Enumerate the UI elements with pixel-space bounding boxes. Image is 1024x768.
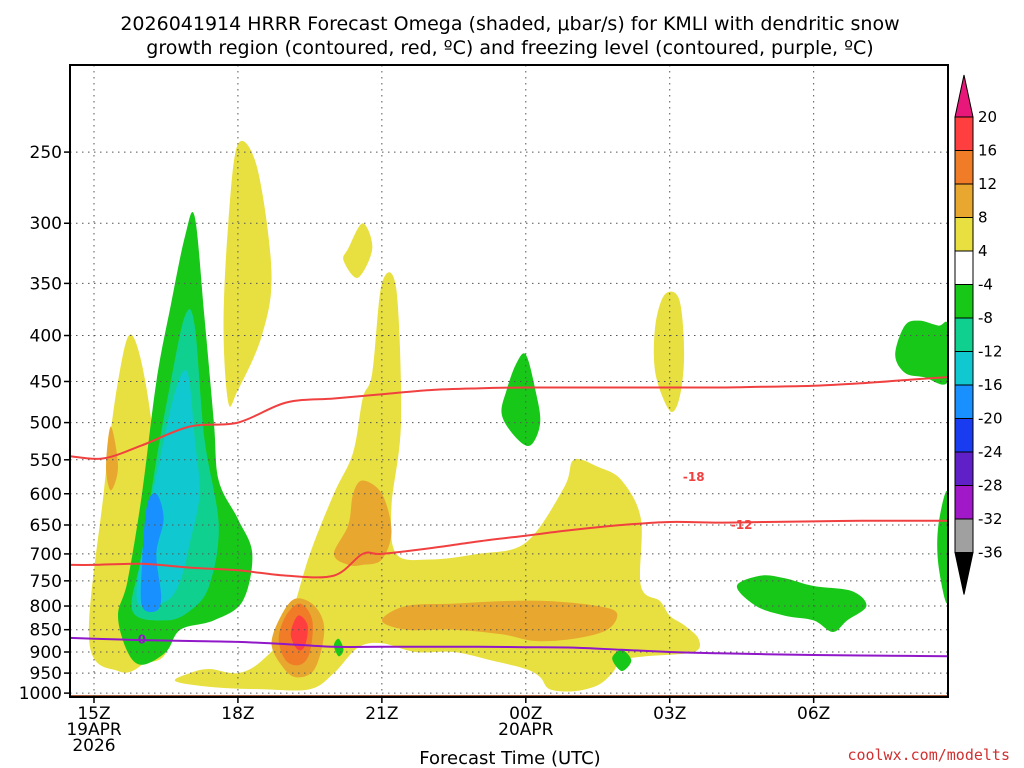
y-tick-label: 750 (30, 572, 62, 592)
y-tick-label: 700 (30, 545, 62, 565)
x-tick-date: 20APR (498, 720, 554, 740)
omega-region-16 (612, 649, 632, 672)
colorbar-swatch-7 (954, 351, 974, 386)
contour-layer (70, 376, 948, 658)
x-tick-label: 18Z (221, 704, 254, 724)
y-tick-label: 350 (30, 274, 62, 294)
y-axis-pressure-ticks: 2503003504004505005506006507007508008509… (19, 143, 70, 704)
omega-region-13 (736, 575, 867, 632)
x-axis-label: Forecast Time (UTC) (419, 748, 600, 768)
omega-region-15 (937, 491, 948, 604)
colorbar-swatch-9 (954, 418, 974, 453)
colorbar-label-2: 12 (978, 175, 997, 193)
y-tick-label: 950 (30, 664, 62, 684)
colorbar-label-3: 8 (978, 209, 988, 227)
omega-region-12 (501, 353, 541, 447)
y-tick-label: 900 (30, 643, 62, 663)
colorbar-swatch-6 (954, 317, 974, 352)
colorbar-label-11: -28 (978, 477, 1003, 495)
colorbar-label-1: 16 (978, 142, 997, 160)
chart-title-line2: growth region (contoured, red, ºC) and f… (146, 37, 873, 59)
x-tick-label: 21Z (365, 704, 398, 724)
grid-layer (70, 65, 948, 697)
contour-line-2 (70, 636, 948, 658)
colorbar-swatch-2 (954, 183, 974, 218)
colorbar-swatch-10 (954, 451, 974, 486)
omega-region-20 (140, 493, 164, 613)
omega-region-14 (895, 320, 948, 385)
y-tick-label: 800 (30, 597, 62, 617)
colorbar-label-5: -4 (978, 276, 993, 294)
contour-label-layer: -18 -12 0 (138, 470, 753, 647)
colorbar-swatch-11 (954, 485, 974, 520)
y-tick-label: 400 (30, 327, 62, 347)
colorbar-top-arrow (954, 74, 974, 118)
x-tick-year: 2026 (72, 736, 115, 756)
y-tick-label: 600 (30, 485, 62, 505)
omega-region-7 (106, 426, 118, 491)
colorbar-label-4: 4 (978, 242, 988, 260)
omega-region-3 (343, 223, 373, 278)
colorbar-swatch-12 (954, 518, 974, 553)
omega-region-4 (653, 291, 685, 412)
x-tick-date: 19APR (66, 720, 122, 740)
y-tick-label: 450 (30, 372, 62, 392)
x-tick-label: 03Z (653, 704, 686, 724)
omega-region-2 (174, 272, 701, 692)
colorbar-swatch-4 (954, 250, 974, 285)
contour-label-0: -18 (683, 470, 705, 484)
colorbar-bottom-arrow (954, 552, 974, 595)
colorbar-swatch-0 (954, 116, 974, 151)
colorbar-swatch-8 (954, 384, 974, 419)
omega-region-5 (333, 480, 392, 566)
colorbar-label-9: -20 (978, 410, 1003, 428)
colorbar-label-0: 20 (978, 108, 997, 126)
chart-title-line1: 2026041914 HRRR Forecast Omega (shaded, … (120, 13, 899, 35)
y-tick-label: 300 (30, 214, 62, 234)
colorbar-swatch-1 (954, 150, 974, 185)
y-tick-label: 250 (30, 143, 62, 163)
credit-text: coolwx.com/modelts (847, 746, 1010, 764)
y-tick-label: 1000 (19, 684, 62, 704)
x-tick-label: 00Z (509, 704, 542, 724)
colorbar-label-10: -24 (978, 443, 1003, 461)
contour-label-1: -12 (731, 518, 753, 532)
omega-shading-layer (88, 140, 948, 692)
y-tick-label: 850 (30, 621, 62, 641)
colorbar-label-13: -36 (978, 544, 1003, 562)
colorbar-label-6: -8 (978, 309, 993, 327)
omega-region-1 (223, 140, 272, 407)
colorbar-label-7: -12 (978, 343, 1003, 361)
x-tick-label: 15Z (77, 704, 110, 724)
contour-line-0 (70, 376, 948, 460)
colorbar-swatch-3 (954, 217, 974, 252)
y-tick-label: 550 (30, 451, 62, 471)
y-tick-label: 650 (30, 516, 62, 536)
contour-label-2: 0 (138, 633, 146, 647)
x-tick-label: 06Z (797, 704, 830, 724)
omega-region-10 (290, 615, 308, 651)
y-tick-label: 500 (30, 414, 62, 434)
omega-region-6 (381, 600, 618, 642)
colorbar: 20 16 12 8 4 -4 -8 -12 -16 -20 -24 -28 -32 -36 (954, 74, 1003, 595)
colorbar-label-12: -32 (978, 510, 1003, 528)
colorbar-swatch-5 (954, 284, 974, 319)
colorbar-label-8: -16 (978, 376, 1003, 394)
contour-line-1 (70, 519, 948, 579)
